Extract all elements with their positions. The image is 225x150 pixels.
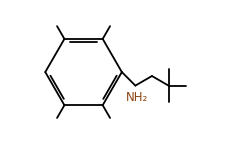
Text: NH₂: NH₂ — [125, 92, 147, 105]
